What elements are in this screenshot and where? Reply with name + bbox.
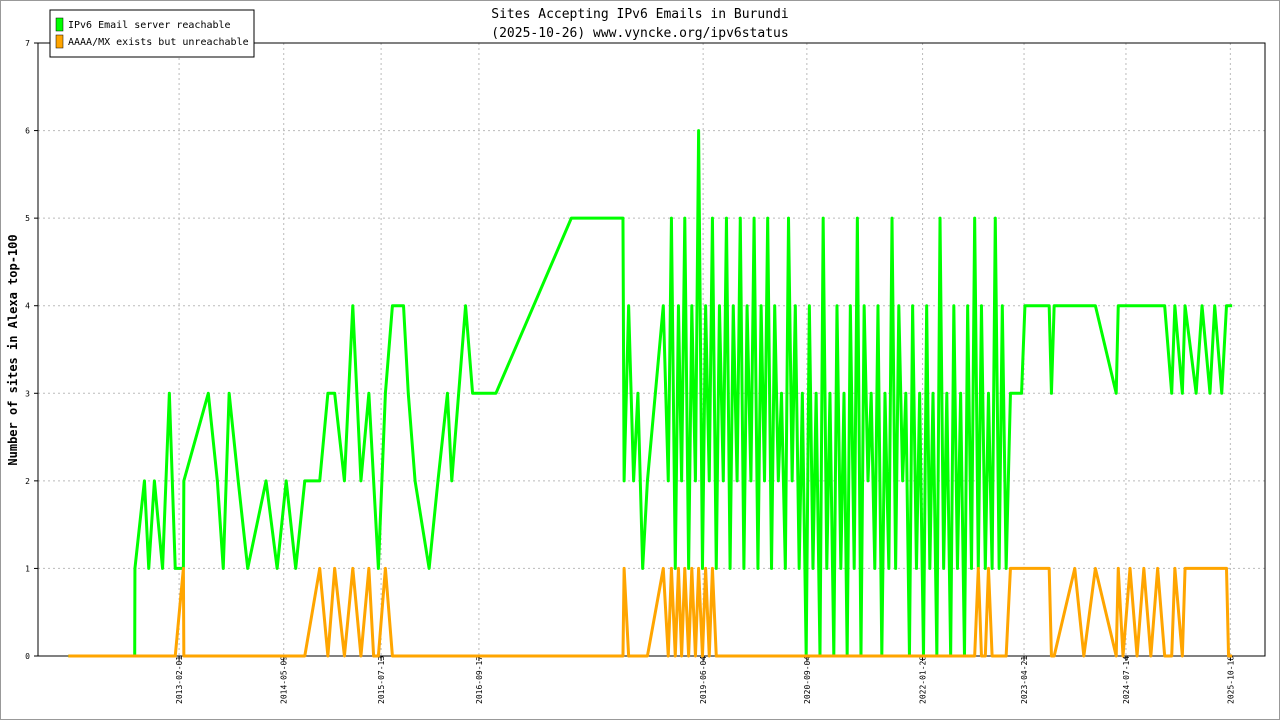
x-tick-label: 2020-09-04 <box>803 656 812 704</box>
y-tick-label: 6 <box>25 127 30 136</box>
x-tick-label: 2022-01-28 <box>919 656 928 704</box>
y-tick-label: 1 <box>25 564 30 573</box>
legend-label: IPv6 Email server reachable <box>68 20 231 31</box>
legend-swatch <box>55 34 64 49</box>
x-tick-label: 2014-05-09 <box>280 656 289 704</box>
y-tick-label: 2 <box>25 477 30 486</box>
y-tick-label: 3 <box>25 389 30 398</box>
x-tick-label: 2015-07-13 <box>377 656 386 704</box>
data-line <box>68 566 1233 658</box>
y-tick-label: 5 <box>25 214 30 223</box>
chart-subtitle: (2025-10-26) www.vyncke.org/ipv6status <box>491 26 788 41</box>
x-tick-label: 2025-10-18 <box>1226 656 1235 704</box>
plot-border <box>37 42 1266 657</box>
legend-label: AAAA/MX exists but unreachable <box>68 37 249 48</box>
x-tick-label: 2013-02-01 <box>175 656 184 704</box>
y-tick-label: 7 <box>25 39 30 48</box>
data-line <box>68 129 1233 658</box>
legend-box <box>49 9 255 58</box>
y-axis-label: Number of sites in Alexa top-100 <box>6 234 20 465</box>
y-tick-label: 4 <box>25 302 30 311</box>
chart-title: Sites Accepting IPv6 Emails in Burundi <box>491 7 788 22</box>
y-tick-label: 0 <box>25 652 30 661</box>
x-tick-label: 2016-09-17 <box>475 656 484 704</box>
x-tick-label: 2023-04-21 <box>1020 656 1029 704</box>
legend-swatch <box>55 17 64 32</box>
x-tick-label: 2019-06-04 <box>699 656 708 704</box>
x-tick-label: 2024-07-14 <box>1122 656 1131 704</box>
